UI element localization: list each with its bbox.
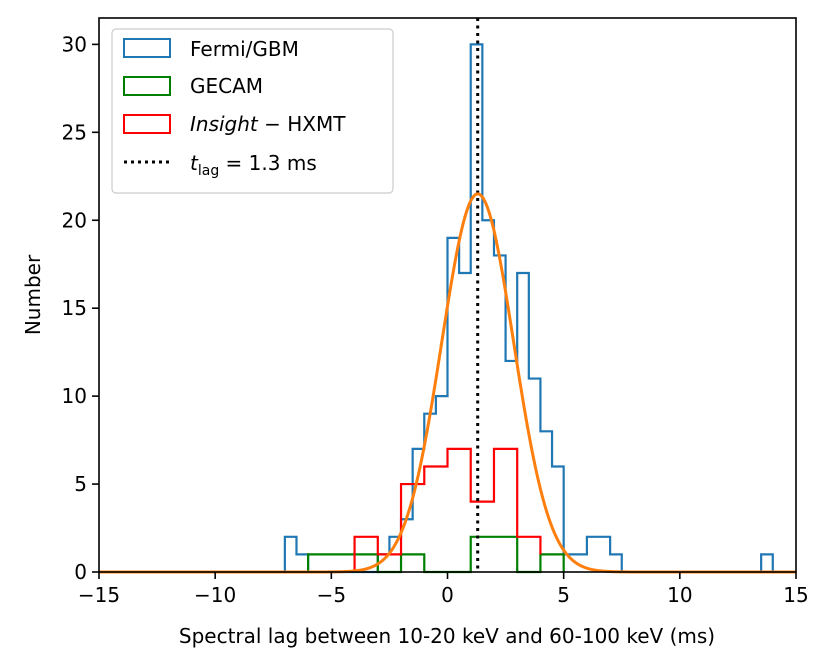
histogram-hxmt	[353, 447, 542, 572]
y-tick-label: 20	[62, 208, 87, 232]
y-axis-ticks: 0 5 10 15 20 25 30	[62, 32, 99, 584]
legend-label-tlag-sub: lag	[198, 163, 219, 179]
x-tick-label: 10	[667, 583, 692, 607]
y-tick-label: 30	[62, 32, 87, 56]
x-tick-label: −15	[78, 583, 120, 607]
legend: Fermi/GBM GECAM Insight − HXMT tlag = 1.…	[111, 28, 394, 194]
y-tick-label: 15	[62, 296, 87, 320]
legend-swatch-fermi	[123, 38, 171, 58]
legend-label-tlag-t: t	[190, 151, 199, 175]
y-axis-label: Number	[21, 254, 45, 335]
legend-label-tlag: tlag = 1.3 ms	[190, 151, 317, 179]
legend-label-gecam: GECAM	[190, 74, 263, 98]
histogram-fermi-outlier-bin	[760, 553, 774, 572]
x-tick-label: 5	[557, 583, 570, 607]
legend-label-hxmt: Insight − HXMT	[190, 112, 346, 136]
y-tick-label: 5	[74, 472, 87, 496]
legend-label-fermi: Fermi/GBM	[190, 37, 299, 61]
y-tick-label: 25	[62, 120, 87, 144]
legend-swatch-hxmt	[123, 114, 171, 134]
legend-label-hxmt-italic: Insight	[190, 112, 259, 136]
y-tick-label: 0	[74, 560, 87, 584]
legend-box	[111, 28, 394, 194]
legend-label-hxmt-rest: − HXMT	[258, 112, 346, 136]
y-tick-label: 10	[62, 384, 87, 408]
x-tick-label: −5	[317, 583, 346, 607]
x-axis-label: Spectral lag between 10-20 keV and 60-10…	[179, 624, 715, 648]
x-tick-label: 15	[783, 583, 808, 607]
legend-swatch-gecam	[123, 76, 171, 96]
x-axis-ticks: −15 −10 −5 0 5 10 15	[78, 572, 809, 607]
legend-label-tlag-rest: = 1.3 ms	[219, 151, 317, 175]
x-tick-label: 0	[441, 583, 454, 607]
x-tick-label: −10	[194, 583, 236, 607]
